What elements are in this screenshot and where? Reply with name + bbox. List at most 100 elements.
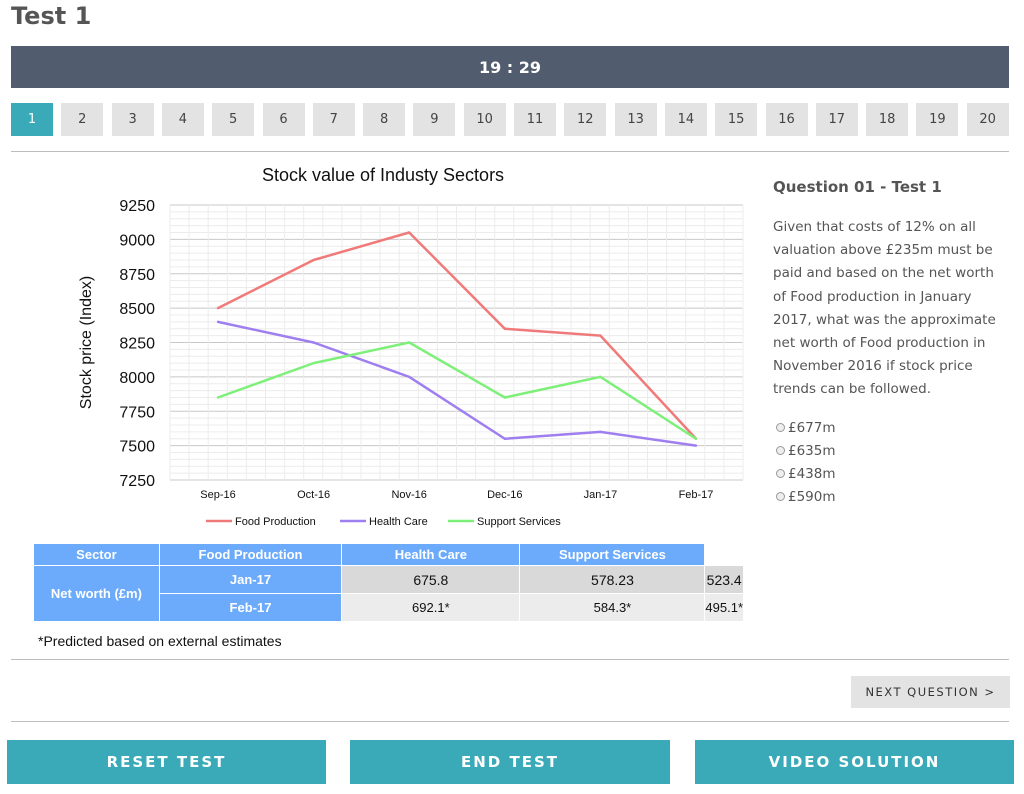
y-tick-label: 9250 (119, 198, 155, 215)
option-label: £590m (788, 488, 836, 505)
series-line-support-services (217, 341, 697, 440)
net-worth-label: Net worth (£m) (33, 565, 160, 622)
table-cell: 523.4 (704, 565, 744, 594)
data-point (694, 444, 698, 447)
question-nav-item-3[interactable]: 3 (111, 103, 154, 136)
data-point (408, 231, 411, 234)
table-row: Net worth (£m) Jan-17 675.8 578.23 523.4 (33, 565, 744, 622)
data-point (503, 396, 506, 399)
table-header-cell: Support Services (519, 543, 706, 566)
data-point (216, 320, 220, 324)
data-point (408, 341, 411, 344)
timer-text: 19 : 29 (478, 57, 542, 77)
data-point (216, 396, 220, 399)
divider (11, 151, 1009, 152)
radio-button[interactable] (776, 492, 785, 501)
page-title: Test 1 (11, 2, 92, 30)
data-point (503, 327, 506, 330)
legend-label: Support Services (477, 516, 561, 528)
y-tick-label: 7250 (119, 473, 155, 490)
y-tick-label: 8000 (119, 370, 155, 387)
data-point (408, 375, 411, 379)
x-tick-label: Nov-16 (391, 489, 426, 501)
question-nav-item-5[interactable]: 5 (212, 103, 255, 136)
chart-title: Stock value of Industy Sectors (262, 165, 504, 185)
question-nav-item-10[interactable]: 10 (463, 103, 506, 136)
answer-option[interactable]: £438m (776, 462, 836, 485)
x-tick-label: Dec-16 (487, 489, 522, 501)
question-nav-item-14[interactable]: 14 (664, 103, 707, 136)
table-cell: 675.8 (341, 565, 521, 594)
next-question-button[interactable]: NEXT QUESTION > (851, 676, 1010, 708)
answer-option[interactable]: £635m (776, 439, 836, 462)
end-test-button[interactable]: END TEST (350, 740, 670, 784)
question-nav-item-11[interactable]: 11 (514, 103, 556, 136)
radio-button[interactable] (776, 446, 785, 455)
question-text: Given that costs of 12% on all valuation… (773, 219, 996, 398)
question-nav-item-12[interactable]: 12 (564, 103, 607, 136)
question-nav-item-17[interactable]: 17 (815, 103, 858, 136)
x-tick-label: Sep-16 (200, 489, 235, 501)
radio-button[interactable] (776, 423, 785, 432)
series-line-food-production (217, 231, 697, 440)
x-tick-label: Feb-17 (679, 489, 714, 501)
question-nav-item-4[interactable]: 4 (161, 103, 204, 136)
question-nav-item-13[interactable]: 13 (614, 103, 657, 136)
data-point (503, 437, 506, 440)
data-point (599, 334, 602, 337)
question-nav-item-19[interactable]: 19 (916, 103, 959, 136)
data-point (216, 306, 220, 310)
question-navigation: 1 2 3 4 5 6 7 8 9 10 11 12 13 14 15 16 17 18 19 20 (11, 103, 1009, 136)
y-tick-label: 9000 (119, 232, 155, 249)
x-tick-label: Oct-16 (297, 489, 330, 501)
table-cell: 578.23 (519, 565, 706, 594)
option-label: £677m (788, 419, 836, 436)
table-cell: 584.3* (519, 593, 706, 622)
table-footnote: *Predicted based on external estimates (38, 633, 282, 649)
table-row: Feb-17 692.1* 584.3* 495.1* (34, 593, 744, 622)
data-point (312, 341, 315, 344)
question-nav-item-9[interactable]: 9 (413, 103, 456, 136)
table-header-cell: Sector (33, 543, 160, 566)
net-worth-table: Sector Food Production Health Care Suppo… (33, 543, 744, 622)
row-label: Jan-17 (158, 565, 343, 594)
question-nav-item-6[interactable]: 6 (262, 103, 305, 136)
reset-test-button[interactable]: RESET TEST (7, 740, 326, 784)
y-tick-label: 8750 (119, 267, 155, 284)
table-header-row: Sector Food Production Health Care Suppo… (33, 543, 744, 566)
question-nav-item-8[interactable]: 8 (363, 103, 406, 136)
data-point (599, 375, 602, 379)
stock-value-chart: Stock value of Industy Sectors 7250 7500 77… (78, 165, 744, 528)
question-nav-item-20[interactable]: 20 (966, 103, 1009, 136)
question-nav-item-1[interactable]: 1 (11, 103, 53, 136)
table-header-cell: Food Production (158, 543, 343, 566)
option-label: £635m (788, 442, 836, 459)
radio-button[interactable] (776, 469, 785, 478)
video-solution-button[interactable]: VIDEO SOLUTION (695, 740, 1014, 784)
row-label: Feb-17 (158, 593, 343, 622)
table-header-cell: Health Care (341, 543, 521, 566)
question-title: Question 01 - Test 1 (773, 178, 942, 196)
data-point (312, 361, 315, 365)
question-nav-item-7[interactable]: 7 (312, 103, 355, 136)
legend-label: Food Production (235, 516, 316, 528)
answer-option[interactable]: £590m (776, 485, 836, 508)
divider (11, 721, 1009, 722)
question-nav-item-18[interactable]: 18 (866, 103, 909, 136)
answer-option[interactable]: £677m (776, 416, 836, 439)
table-cell: 495.1* (704, 593, 744, 622)
y-tick-label: 7500 (119, 439, 155, 456)
legend-label: Health Care (369, 516, 428, 528)
table-cell: 692.1* (341, 593, 521, 622)
question-nav-item-2[interactable]: 2 (61, 103, 104, 136)
question-nav-item-16[interactable]: 16 (765, 103, 808, 136)
divider (11, 659, 1009, 660)
data-point (694, 437, 698, 440)
question-nav-item-15[interactable]: 15 (715, 103, 758, 136)
option-label: £438m (788, 465, 836, 482)
data-point (599, 430, 602, 434)
timer-bar: 19 : 29 (11, 46, 1009, 88)
answer-options: £677m £635m £438m £590m (776, 416, 836, 508)
data-point (312, 258, 315, 262)
y-tick-label: 8250 (119, 336, 155, 353)
